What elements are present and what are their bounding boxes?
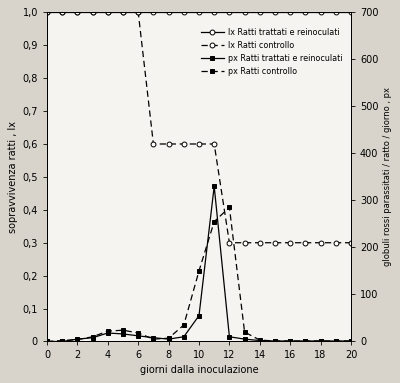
lx Ratti controllo xyxy=(166,142,171,146)
px Ratti trattati e reinoculati xyxy=(303,339,308,343)
px Ratti controllo xyxy=(75,337,80,342)
lx Ratti trattati e reinoculati xyxy=(303,10,308,15)
lx Ratti controllo xyxy=(136,10,141,15)
px Ratti trattati e reinoculati xyxy=(272,339,277,343)
lx Ratti trattati e reinoculati xyxy=(45,10,50,15)
px Ratti controllo xyxy=(227,205,232,210)
lx Ratti trattati e reinoculati xyxy=(121,10,126,15)
px Ratti trattati e reinoculati xyxy=(45,339,50,344)
lx Ratti trattati e reinoculati xyxy=(288,10,292,15)
lx Ratti trattati e reinoculati xyxy=(151,10,156,15)
lx Ratti trattati e reinoculati xyxy=(60,10,65,15)
lx Ratti controllo xyxy=(272,241,277,245)
lx Ratti trattati e reinoculati xyxy=(348,10,353,15)
px Ratti trattati e reinoculati xyxy=(106,331,110,335)
px Ratti controllo xyxy=(60,338,65,343)
lx Ratti controllo xyxy=(45,10,50,15)
px Ratti controllo xyxy=(303,339,308,343)
Line: lx Ratti trattati e reinoculati: lx Ratti trattati e reinoculati xyxy=(44,10,354,15)
px Ratti trattati e reinoculati xyxy=(151,336,156,340)
Y-axis label: sopravvivenza ratti , lx: sopravvivenza ratti , lx xyxy=(8,121,18,233)
lx Ratti trattati e reinoculati xyxy=(106,10,110,15)
lx Ratti trattati e reinoculati xyxy=(242,10,247,15)
lx Ratti controllo xyxy=(303,241,308,245)
lx Ratti controllo xyxy=(212,142,216,146)
px Ratti controllo xyxy=(257,338,262,342)
px Ratti trattati e reinoculati xyxy=(242,337,247,341)
lx Ratti controllo xyxy=(196,142,201,146)
px Ratti trattati e reinoculati xyxy=(318,339,323,343)
lx Ratti controllo xyxy=(90,10,95,15)
lx Ratti trattati e reinoculati xyxy=(257,10,262,15)
px Ratti trattati e reinoculati xyxy=(227,334,232,339)
lx Ratti controllo xyxy=(151,142,156,146)
px Ratti controllo xyxy=(333,339,338,343)
lx Ratti controllo xyxy=(288,241,292,245)
px Ratti controllo xyxy=(182,323,186,327)
lx Ratti controllo xyxy=(242,241,247,245)
lx Ratti trattati e reinoculati xyxy=(212,10,216,15)
Line: px Ratti controllo: px Ratti controllo xyxy=(44,205,354,344)
lx Ratti controllo xyxy=(333,241,338,245)
px Ratti controllo xyxy=(348,339,353,343)
lx Ratti trattati e reinoculati xyxy=(90,10,95,15)
px Ratti controllo xyxy=(242,330,247,334)
lx Ratti trattati e reinoculati xyxy=(227,10,232,15)
lx Ratti controllo xyxy=(75,10,80,15)
px Ratti trattati e reinoculati xyxy=(196,313,201,318)
lx Ratti trattati e reinoculati xyxy=(196,10,201,15)
px Ratti trattati e reinoculati xyxy=(288,339,292,343)
px Ratti trattati e reinoculati xyxy=(333,339,338,343)
px Ratti controllo xyxy=(288,339,292,343)
Legend: lx Ratti trattati e reinoculati, lx Ratti controllo, px Ratti trattati e reinocu: lx Ratti trattati e reinoculati, lx Ratt… xyxy=(200,26,344,77)
lx Ratti controllo xyxy=(60,10,65,15)
px Ratti trattati e reinoculati xyxy=(182,334,186,339)
lx Ratti controllo xyxy=(348,241,353,245)
lx Ratti controllo xyxy=(182,142,186,146)
X-axis label: giorni dalla inoculazione: giorni dalla inoculazione xyxy=(140,365,258,375)
px Ratti controllo xyxy=(272,339,277,343)
px Ratti controllo xyxy=(136,331,141,335)
lx Ratti trattati e reinoculati xyxy=(166,10,171,15)
lx Ratti controllo xyxy=(318,241,323,245)
px Ratti trattati e reinoculati xyxy=(348,339,353,343)
px Ratti controllo xyxy=(196,268,201,273)
lx Ratti trattati e reinoculati xyxy=(333,10,338,15)
px Ratti trattati e reinoculati xyxy=(212,184,216,188)
lx Ratti controllo xyxy=(257,241,262,245)
px Ratti controllo xyxy=(121,328,126,332)
px Ratti trattati e reinoculati xyxy=(60,339,65,344)
px Ratti controllo xyxy=(166,336,171,340)
px Ratti trattati e reinoculati xyxy=(90,336,95,340)
px Ratti controllo xyxy=(151,337,156,341)
Line: px Ratti trattati e reinoculati: px Ratti trattati e reinoculati xyxy=(44,184,354,344)
px Ratti controllo xyxy=(90,334,95,339)
lx Ratti trattati e reinoculati xyxy=(318,10,323,15)
lx Ratti trattati e reinoculati xyxy=(272,10,277,15)
lx Ratti controllo xyxy=(227,241,232,245)
px Ratti controllo xyxy=(318,339,323,343)
px Ratti controllo xyxy=(212,219,216,224)
px Ratti trattati e reinoculati xyxy=(166,337,171,341)
Y-axis label: globuli rossi parassitati / ratto / giorno , px: globuli rossi parassitati / ratto / gior… xyxy=(383,87,392,267)
px Ratti controllo xyxy=(45,339,50,344)
px Ratti trattati e reinoculati xyxy=(136,334,141,338)
lx Ratti controllo xyxy=(106,10,110,15)
px Ratti trattati e reinoculati xyxy=(257,338,262,343)
lx Ratti controllo xyxy=(121,10,126,15)
px Ratti trattati e reinoculati xyxy=(75,337,80,341)
Line: lx Ratti controllo: lx Ratti controllo xyxy=(44,10,354,245)
px Ratti trattati e reinoculati xyxy=(121,332,126,336)
lx Ratti trattati e reinoculati xyxy=(75,10,80,15)
lx Ratti trattati e reinoculati xyxy=(136,10,141,15)
lx Ratti trattati e reinoculati xyxy=(182,10,186,15)
px Ratti controllo xyxy=(106,329,110,334)
